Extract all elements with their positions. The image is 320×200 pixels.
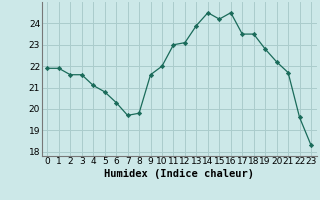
X-axis label: Humidex (Indice chaleur): Humidex (Indice chaleur) [104,169,254,179]
